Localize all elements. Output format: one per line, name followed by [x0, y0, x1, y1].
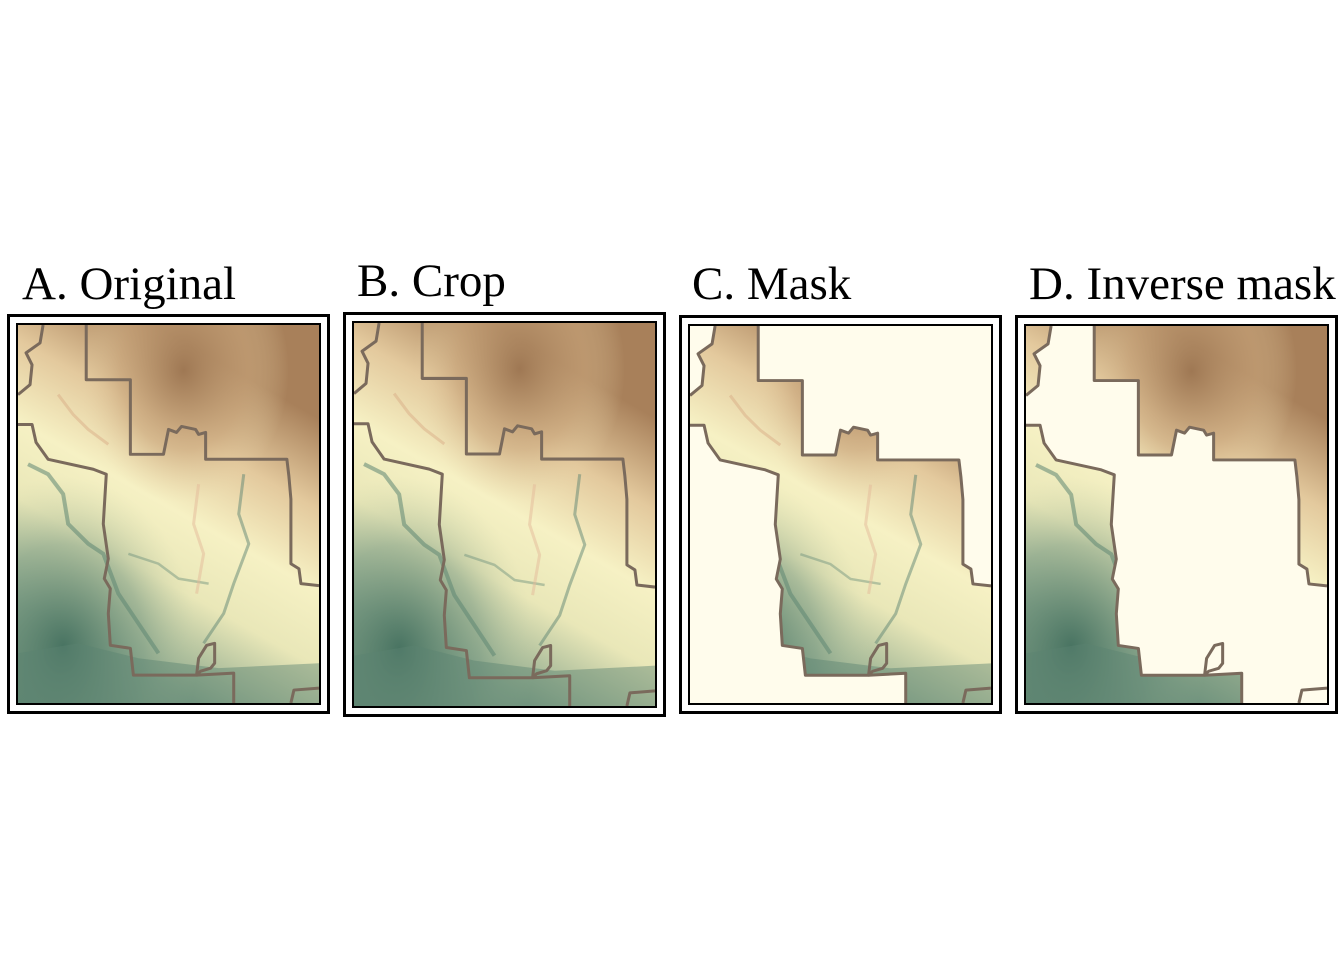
- elevation-map-mask: [690, 326, 991, 703]
- map-panel-mask: [679, 315, 1002, 714]
- map-area: [1024, 324, 1329, 705]
- elevation-map-inverse-mask: [1026, 326, 1327, 703]
- map-panel-inverse-mask: [1015, 315, 1338, 714]
- elevation-map-crop: [354, 323, 655, 706]
- map-area: [16, 323, 321, 705]
- map-area: [688, 324, 993, 705]
- map-panel-original: [7, 314, 330, 714]
- panel-title-inverse-mask: D. Inverse mask: [1029, 258, 1336, 310]
- panel-title-crop: B. Crop: [357, 255, 506, 307]
- elevation-raster: [18, 325, 319, 703]
- panel-title-mask: C. Mask: [692, 258, 852, 310]
- elevation-raster: [354, 323, 655, 706]
- map-panel-crop: [343, 312, 666, 717]
- panel-title-original: A. Original: [22, 258, 237, 310]
- map-area: [352, 321, 657, 708]
- elevation-map-original: [18, 325, 319, 703]
